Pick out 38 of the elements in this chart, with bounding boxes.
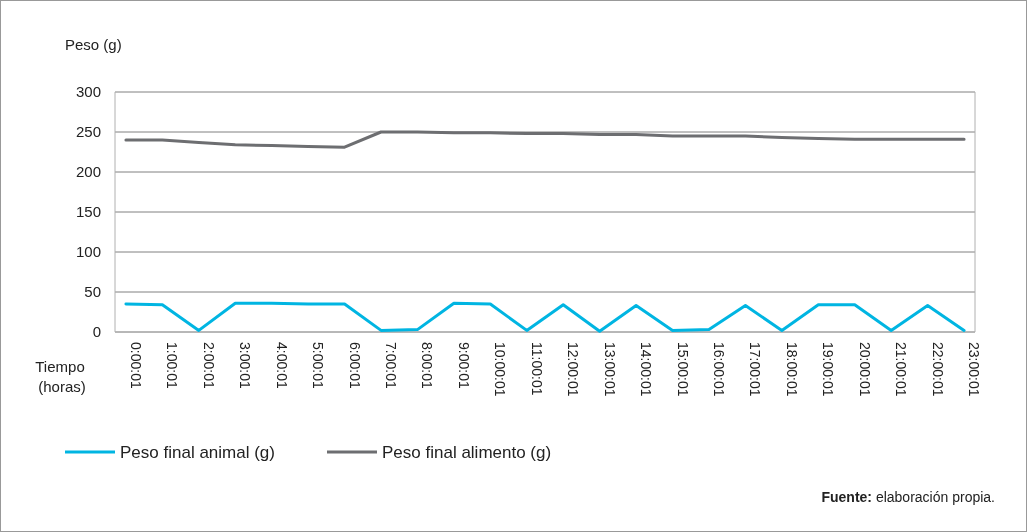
- x-tick-label: 10:00:01: [492, 342, 509, 397]
- y-tick-label: 0: [92, 323, 101, 341]
- x-tick-label: 8:00:01: [419, 342, 436, 389]
- line-series: [124, 130, 966, 149]
- legend-label: Peso final animal (g): [120, 442, 275, 462]
- x-tick-label: 23:00:01: [966, 342, 983, 397]
- source-note: Fuente: elaboración propia.: [821, 489, 995, 505]
- x-tick-label: 5:00:01: [310, 342, 327, 389]
- x-tick-label: 7:00:01: [383, 342, 400, 389]
- y-axis-title: Peso (g): [65, 36, 122, 53]
- x-tick-label: 9:00:01: [455, 342, 472, 389]
- y-tick-label: 150: [75, 203, 101, 221]
- x-tick-label: 20:00:01: [856, 342, 873, 397]
- y-tick-label: 100: [75, 243, 101, 261]
- x-tick-label: 17:00:01: [747, 342, 764, 397]
- y-tick-label: 200: [75, 163, 101, 181]
- y-tick-label: 50: [84, 283, 101, 301]
- x-axis-title: Tiempo (horas): [35, 358, 86, 395]
- x-tick-label: 3:00:01: [237, 342, 254, 389]
- legend-label: Peso final alimento (g): [382, 442, 552, 462]
- x-tick-label: 15:00:01: [674, 342, 691, 397]
- x-tick-label: 16:00:01: [710, 342, 727, 397]
- x-tick-label: 19:00:01: [820, 342, 837, 397]
- x-tick-label: 12:00:01: [565, 342, 582, 397]
- x-tick-label: 14:00:01: [638, 342, 655, 397]
- x-tick-label: 2:00:01: [200, 342, 217, 389]
- x-tick-label: 1:00:01: [164, 342, 181, 389]
- x-tick-label: 6:00:01: [346, 342, 363, 389]
- y-tick-label: 300: [75, 83, 101, 101]
- x-tick-label: 0:00:01: [127, 342, 144, 389]
- x-tick-label: 18:00:01: [783, 342, 800, 397]
- y-tick-label: 250: [75, 123, 101, 141]
- x-tick-label: 4:00:01: [273, 342, 290, 389]
- line-series: [124, 301, 966, 333]
- x-tick-label: 21:00:01: [893, 342, 910, 397]
- x-tick-label: 13:00:01: [601, 342, 618, 397]
- x-tick-label: 11:00:01: [528, 342, 545, 396]
- x-tick-label: 22:00:01: [929, 342, 946, 397]
